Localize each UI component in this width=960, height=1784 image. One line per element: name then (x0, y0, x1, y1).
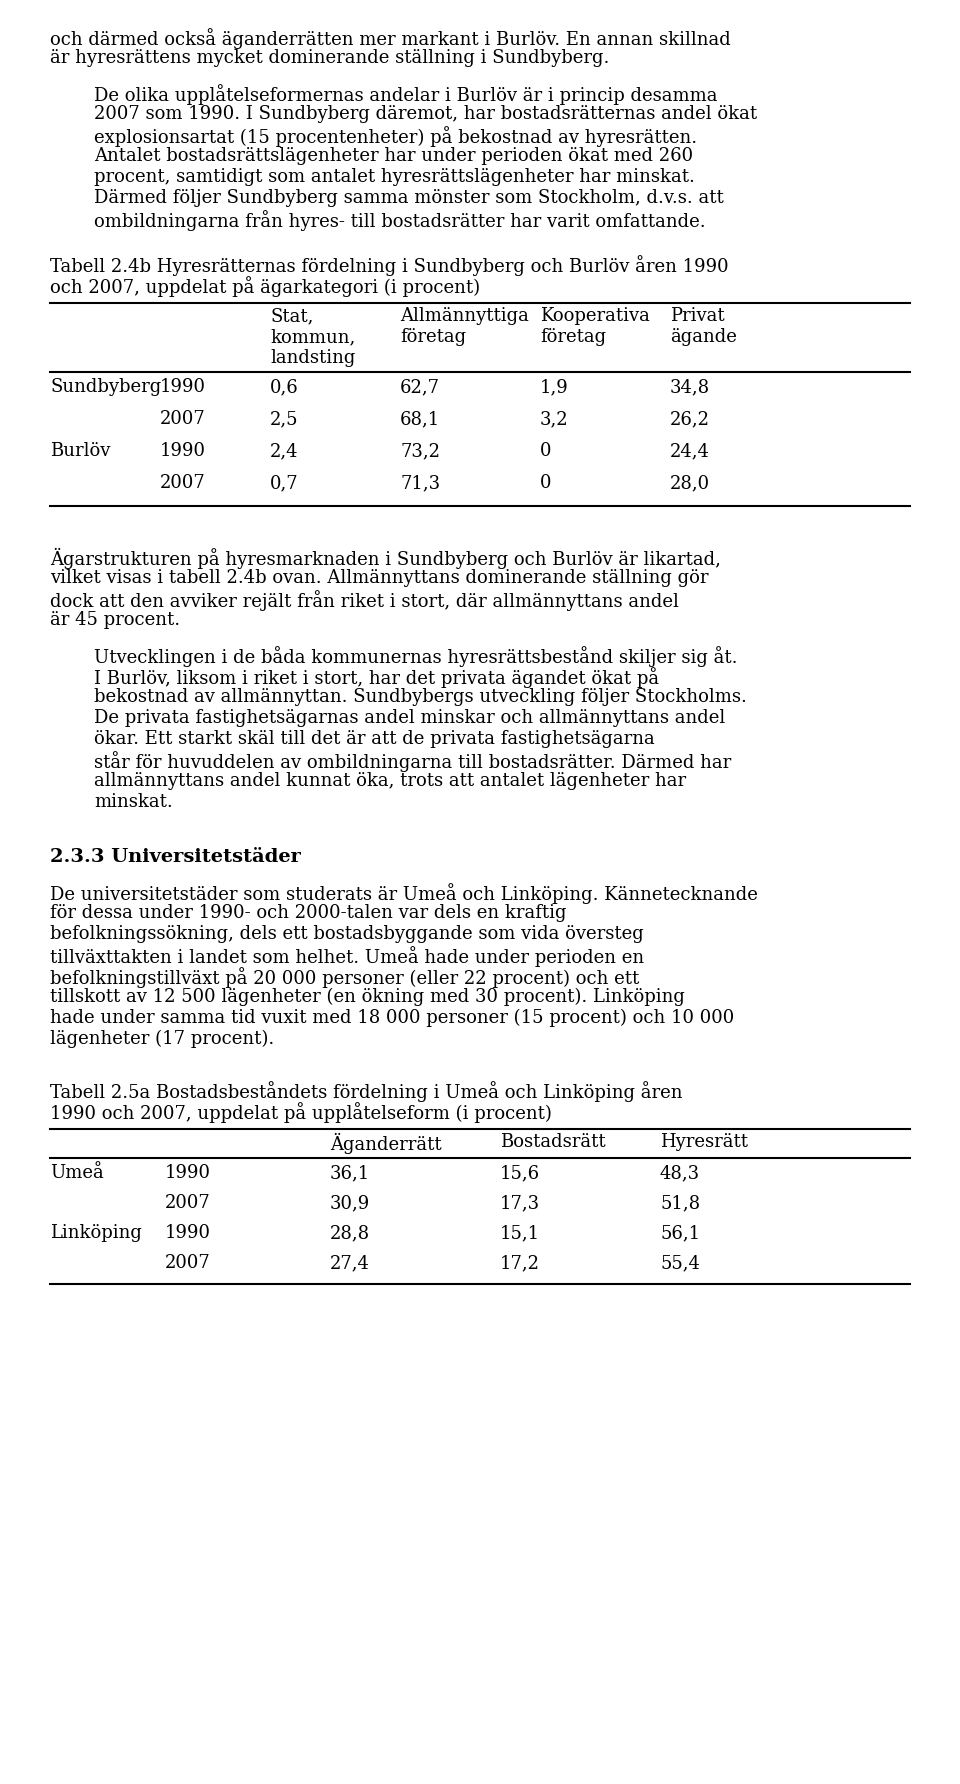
Text: 1990: 1990 (165, 1224, 211, 1242)
Text: 51,8: 51,8 (660, 1193, 700, 1211)
Text: De universitetstäder som studerats är Umeå och Linköping. Kännetecknande: De universitetstäder som studerats är Um… (50, 883, 757, 904)
Text: Allmännyttiga: Allmännyttiga (400, 307, 529, 325)
Text: Ägarstrukturen på hyresmarknaden i Sundbyberg och Burlöv är likartad,: Ägarstrukturen på hyresmarknaden i Sundb… (50, 548, 721, 569)
Text: Tabell 2.5a Bostadsbeståndets fördelning i Umeå och Linköping åren: Tabell 2.5a Bostadsbeståndets fördelning… (50, 1081, 683, 1103)
Text: tillväxttakten i landet som helhet. Umeå hade under perioden en: tillväxttakten i landet som helhet. Umeå… (50, 946, 644, 967)
Text: 28,0: 28,0 (670, 475, 710, 492)
Text: 71,3: 71,3 (400, 475, 440, 492)
Text: 3,2: 3,2 (540, 410, 568, 428)
Text: 55,4: 55,4 (660, 1254, 700, 1272)
Text: 24,4: 24,4 (670, 442, 709, 460)
Text: vilket visas i tabell 2.4b ovan. Allmännyttans dominerande ställning gör: vilket visas i tabell 2.4b ovan. Allmänn… (50, 569, 708, 587)
Text: Umeå: Umeå (50, 1163, 104, 1183)
Text: och därmed också äganderrätten mer markant i Burlöv. En annan skillnad: och därmed också äganderrätten mer marka… (50, 29, 731, 48)
Text: Antalet bostadsrättslägenheter har under perioden ökat med 260: Antalet bostadsrättslägenheter har under… (94, 146, 693, 164)
Text: bekostnad av allmännyttan. Sundbybergs utveckling följer Stockholms.: bekostnad av allmännyttan. Sundbybergs u… (94, 689, 747, 706)
Text: 2.3.3 Universitetstäder: 2.3.3 Universitetstäder (50, 847, 300, 865)
Text: ägande: ägande (670, 328, 737, 346)
Text: 0,7: 0,7 (270, 475, 299, 492)
Text: procent, samtidigt som antalet hyresrättslägenheter har minskat.: procent, samtidigt som antalet hyresrätt… (94, 168, 695, 186)
Text: 2,5: 2,5 (270, 410, 299, 428)
Text: är 45 procent.: är 45 procent. (50, 610, 180, 630)
Text: 1990 och 2007, uppdelat på upplåtelseform (i procent): 1990 och 2007, uppdelat på upplåtelsefor… (50, 1103, 552, 1122)
Text: Kooperativa: Kooperativa (540, 307, 650, 325)
Text: I Burlöv, liksom i riket i stort, har det privata ägandet ökat på: I Burlöv, liksom i riket i stort, har de… (94, 667, 660, 689)
Text: 17,3: 17,3 (500, 1193, 540, 1211)
Text: Utvecklingen i de båda kommunernas hyresrättsbestånd skiljer sig åt.: Utvecklingen i de båda kommunernas hyres… (94, 646, 737, 667)
Text: för dessa under 1990- och 2000-talen var dels en kraftig: för dessa under 1990- och 2000-talen var… (50, 904, 566, 922)
Text: explosionsartat (15 procentenheter) på bekostnad av hyresrätten.: explosionsartat (15 procentenheter) på b… (94, 127, 697, 146)
Text: befolkningstillväxt på 20 000 personer (eller 22 procent) och ett: befolkningstillväxt på 20 000 personer (… (50, 967, 639, 988)
Text: De privata fastighetsägarnas andel minskar och allmännyttans andel: De privata fastighetsägarnas andel minsk… (94, 708, 725, 728)
Text: 68,1: 68,1 (400, 410, 441, 428)
Text: dock att den avviker rejält från riket i stort, där allmännyttans andel: dock att den avviker rejält från riket i… (50, 591, 679, 610)
Text: Bostadsrätt: Bostadsrätt (500, 1133, 606, 1151)
Text: 26,2: 26,2 (670, 410, 710, 428)
Text: 1990: 1990 (160, 378, 206, 396)
Text: och 2007, uppdelat på ägarkategori (i procent): och 2007, uppdelat på ägarkategori (i pr… (50, 277, 480, 296)
Text: 17,2: 17,2 (500, 1254, 540, 1272)
Text: landsting: landsting (270, 350, 355, 368)
Text: ökar. Ett starkt skäl till det är att de privata fastighetsägarna: ökar. Ett starkt skäl till det är att de… (94, 730, 655, 747)
Text: 34,8: 34,8 (670, 378, 710, 396)
Text: 36,1: 36,1 (330, 1163, 371, 1183)
Text: är hyresrättens mycket dominerande ställning i Sundbyberg.: är hyresrättens mycket dominerande ställ… (50, 48, 610, 68)
Text: minskat.: minskat. (94, 794, 173, 812)
Text: 2,4: 2,4 (270, 442, 299, 460)
Text: Stat,: Stat, (270, 307, 313, 325)
Text: Privat: Privat (670, 307, 725, 325)
Text: 1,9: 1,9 (540, 378, 568, 396)
Text: De olika upplåtelseformernas andelar i Burlöv är i princip desamma: De olika upplåtelseformernas andelar i B… (94, 84, 717, 105)
Text: Burlöv: Burlöv (50, 442, 110, 460)
Text: hade under samma tid vuxit med 18 000 personer (15 procent) och 10 000: hade under samma tid vuxit med 18 000 pe… (50, 1010, 734, 1028)
Text: 15,6: 15,6 (500, 1163, 540, 1183)
Text: 1990: 1990 (160, 442, 206, 460)
Text: 27,4: 27,4 (330, 1254, 370, 1272)
Text: står för huvuddelen av ombildningarna till bostadsrätter. Därmed har: står för huvuddelen av ombildningarna ti… (94, 751, 732, 772)
Text: Äganderrätt: Äganderrätt (330, 1133, 442, 1154)
Text: lägenheter (17 procent).: lägenheter (17 procent). (50, 1029, 275, 1049)
Text: kommun,: kommun, (270, 328, 355, 346)
Text: allmännyttans andel kunnat öka, trots att antalet lägenheter har: allmännyttans andel kunnat öka, trots at… (94, 772, 686, 790)
Text: Tabell 2.4b Hyresrätternas fördelning i Sundbyberg och Burlöv åren 1990: Tabell 2.4b Hyresrätternas fördelning i … (50, 255, 729, 277)
Text: 2007 som 1990. I Sundbyberg däremot, har bostadsrätternas andel ökat: 2007 som 1990. I Sundbyberg däremot, har… (94, 105, 757, 123)
Text: 2007: 2007 (165, 1193, 211, 1211)
Text: Linköping: Linköping (50, 1224, 142, 1242)
Text: Sundbyberg: Sundbyberg (50, 378, 161, 396)
Text: 2007: 2007 (160, 410, 205, 428)
Text: 56,1: 56,1 (660, 1224, 700, 1242)
Text: 48,3: 48,3 (660, 1163, 700, 1183)
Text: 15,1: 15,1 (500, 1224, 540, 1242)
Text: 0,6: 0,6 (270, 378, 299, 396)
Text: Därmed följer Sundbyberg samma mönster som Stockholm, d.v.s. att: Därmed följer Sundbyberg samma mönster s… (94, 189, 724, 207)
Text: 2007: 2007 (165, 1254, 211, 1272)
Text: Hyresrätt: Hyresrätt (660, 1133, 748, 1151)
Text: företag: företag (400, 328, 467, 346)
Text: befolkningssökning, dels ett bostadsbyggande som vida översteg: befolkningssökning, dels ett bostadsbygg… (50, 924, 644, 944)
Text: företag: företag (540, 328, 606, 346)
Text: 62,7: 62,7 (400, 378, 440, 396)
Text: 0: 0 (540, 475, 551, 492)
Text: 0: 0 (540, 442, 551, 460)
Text: 1990: 1990 (165, 1163, 211, 1183)
Text: 30,9: 30,9 (330, 1193, 371, 1211)
Text: ombildningarna från hyres- till bostadsrätter har varit omfattande.: ombildningarna från hyres- till bostadsr… (94, 211, 706, 230)
Text: 28,8: 28,8 (330, 1224, 371, 1242)
Text: 2007: 2007 (160, 475, 205, 492)
Text: tillskott av 12 500 lägenheter (en ökning med 30 procent). Linköping: tillskott av 12 500 lägenheter (en öknin… (50, 988, 684, 1006)
Text: 73,2: 73,2 (400, 442, 440, 460)
